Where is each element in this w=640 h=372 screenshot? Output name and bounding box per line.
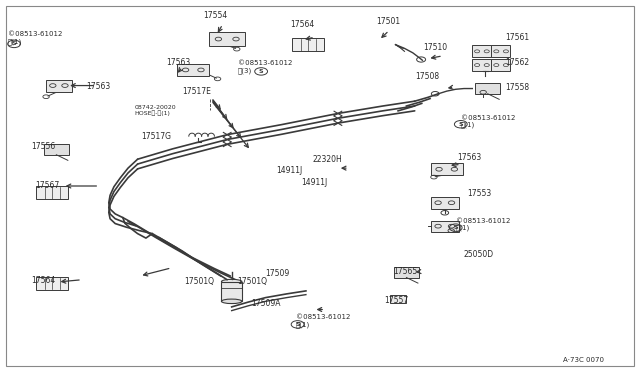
FancyBboxPatch shape [36, 186, 68, 199]
FancyBboxPatch shape [36, 277, 68, 290]
Text: 25050D: 25050D [463, 250, 493, 259]
FancyBboxPatch shape [46, 80, 72, 92]
Text: 17563: 17563 [166, 58, 191, 67]
FancyBboxPatch shape [44, 144, 69, 155]
Text: S: S [12, 41, 17, 46]
Bar [390, 295, 406, 303]
Text: 17501Q: 17501Q [184, 278, 214, 286]
Text: 17558: 17558 [506, 83, 530, 92]
Text: S: S [259, 69, 264, 74]
Text: ©08513-61012
　(1): ©08513-61012 (1) [296, 314, 350, 328]
Text: 17562: 17562 [506, 58, 530, 67]
FancyBboxPatch shape [472, 59, 491, 71]
Text: 17508: 17508 [415, 72, 439, 81]
Text: 17554: 17554 [204, 12, 228, 20]
FancyBboxPatch shape [491, 59, 510, 71]
Text: S: S [458, 122, 463, 127]
FancyBboxPatch shape [472, 45, 491, 57]
FancyBboxPatch shape [475, 83, 500, 94]
Text: 17561: 17561 [506, 33, 530, 42]
FancyBboxPatch shape [292, 38, 324, 51]
Text: S: S [453, 225, 458, 230]
FancyBboxPatch shape [431, 221, 459, 232]
Text: ©08513-61012
　(1): ©08513-61012 (1) [8, 31, 62, 45]
Text: ©08513-61012
　(1): ©08513-61012 (1) [461, 115, 515, 128]
Text: S: S [295, 322, 300, 327]
Text: 08742-20020
HOSEホ-ス(1): 08742-20020 HOSEホ-ス(1) [134, 105, 176, 116]
Text: 17501: 17501 [376, 17, 401, 26]
Text: 17556: 17556 [31, 142, 55, 151]
Text: 17557: 17557 [384, 296, 408, 305]
Text: 14911J: 14911J [301, 178, 327, 187]
FancyBboxPatch shape [431, 197, 459, 209]
Text: 17564: 17564 [291, 20, 315, 29]
Text: 22320H: 22320H [312, 155, 342, 164]
Text: A·73C 0070: A·73C 0070 [563, 357, 604, 363]
Text: 17564: 17564 [31, 276, 55, 285]
FancyBboxPatch shape [394, 267, 419, 278]
Text: ©08513-61012
　(1): ©08513-61012 (1) [456, 218, 510, 231]
Text: 17563: 17563 [458, 153, 482, 162]
Text: 17517E: 17517E [182, 87, 211, 96]
FancyBboxPatch shape [177, 64, 209, 76]
Ellipse shape [221, 299, 242, 304]
Text: 17510: 17510 [424, 43, 448, 52]
Text: 17563: 17563 [86, 82, 111, 91]
Text: 17509: 17509 [266, 269, 290, 278]
Bar [221, 282, 242, 301]
Text: 17517G: 17517G [141, 132, 171, 141]
Text: 17567: 17567 [35, 181, 60, 190]
Text: 17565: 17565 [394, 267, 418, 276]
Text: 17553: 17553 [467, 189, 492, 198]
FancyBboxPatch shape [209, 32, 245, 46]
Ellipse shape [221, 279, 242, 284]
Text: 17509A: 17509A [251, 299, 280, 308]
Text: ©08513-61012
　(3): ©08513-61012 (3) [238, 60, 292, 74]
Text: 17501Q: 17501Q [237, 278, 267, 286]
FancyBboxPatch shape [491, 45, 510, 57]
Text: 14911J: 14911J [276, 166, 303, 175]
FancyBboxPatch shape [431, 163, 463, 175]
